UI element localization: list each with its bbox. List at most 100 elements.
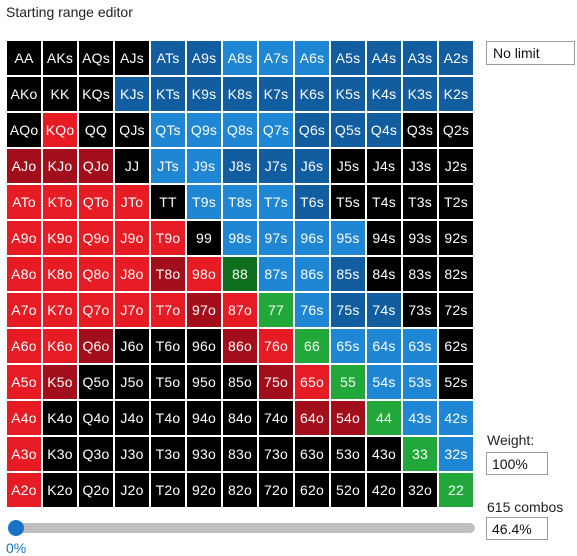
hand-cell-j7s[interactable]: J7s [258, 148, 294, 184]
hand-cell-t3o[interactable]: T3o [150, 436, 186, 472]
hand-cell-t6o[interactable]: T6o [150, 328, 186, 364]
hand-cell-k2s[interactable]: K2s [438, 76, 474, 112]
hand-cell-64o[interactable]: 64o [294, 400, 330, 436]
hand-cell-77[interactable]: 77 [258, 292, 294, 328]
hand-cell-87s[interactable]: 87s [258, 256, 294, 292]
hand-cell-j7o[interactable]: J7o [114, 292, 150, 328]
hand-cell-76o[interactable]: 76o [258, 328, 294, 364]
hand-cell-t4o[interactable]: T4o [150, 400, 186, 436]
hand-cell-62s[interactable]: 62s [438, 328, 474, 364]
hand-cell-63s[interactable]: 63s [402, 328, 438, 364]
hand-cell-83s[interactable]: 83s [402, 256, 438, 292]
hand-cell-k9o[interactable]: K9o [42, 220, 78, 256]
range-percent-input[interactable]: 46.4% [486, 517, 548, 540]
hand-cell-aks[interactable]: AKs [42, 40, 78, 76]
hand-cell-a8s[interactable]: A8s [222, 40, 258, 76]
hand-cell-j5s[interactable]: J5s [330, 148, 366, 184]
hand-cell-82o[interactable]: 82o [222, 472, 258, 508]
hand-cell-j2o[interactable]: J2o [114, 472, 150, 508]
hand-cell-aqs[interactable]: AQs [78, 40, 114, 76]
hand-cell-k2o[interactable]: K2o [42, 472, 78, 508]
hand-cell-t9o[interactable]: T9o [150, 220, 186, 256]
hand-cell-82s[interactable]: 82s [438, 256, 474, 292]
hand-cell-96o[interactable]: 96o [186, 328, 222, 364]
hand-cell-99[interactable]: 99 [186, 220, 222, 256]
hand-cell-44[interactable]: 44 [366, 400, 402, 436]
hand-cell-92o[interactable]: 92o [186, 472, 222, 508]
hand-cell-ato[interactable]: ATo [6, 184, 42, 220]
hand-cell-43s[interactable]: 43s [402, 400, 438, 436]
hand-cell-qq[interactable]: QQ [78, 112, 114, 148]
hand-cell-64s[interactable]: 64s [366, 328, 402, 364]
hand-cell-q5s[interactable]: Q5s [330, 112, 366, 148]
hand-cell-ats[interactable]: ATs [150, 40, 186, 76]
hand-cell-55[interactable]: 55 [330, 364, 366, 400]
hand-cell-a5s[interactable]: A5s [330, 40, 366, 76]
hand-cell-kto[interactable]: KTo [42, 184, 78, 220]
hand-cell-a8o[interactable]: A8o [6, 256, 42, 292]
hand-cell-k6s[interactable]: K6s [294, 76, 330, 112]
hand-cell-tt[interactable]: TT [150, 184, 186, 220]
hand-cell-q5o[interactable]: Q5o [78, 364, 114, 400]
hand-cell-j4o[interactable]: J4o [114, 400, 150, 436]
hand-cell-a4o[interactable]: A4o [6, 400, 42, 436]
hand-cell-t2o[interactable]: T2o [150, 472, 186, 508]
range-slider-thumb[interactable] [8, 520, 24, 536]
hand-cell-43o[interactable]: 43o [366, 436, 402, 472]
hand-cell-72o[interactable]: 72o [258, 472, 294, 508]
hand-cell-32o[interactable]: 32o [402, 472, 438, 508]
hand-cell-a2o[interactable]: A2o [6, 472, 42, 508]
hand-cell-k7s[interactable]: K7s [258, 76, 294, 112]
hand-cell-87o[interactable]: 87o [222, 292, 258, 328]
hand-cell-73s[interactable]: 73s [402, 292, 438, 328]
range-slider-track[interactable] [10, 523, 475, 533]
hand-cell-q8o[interactable]: Q8o [78, 256, 114, 292]
hand-cell-q9o[interactable]: Q9o [78, 220, 114, 256]
hand-cell-88[interactable]: 88 [222, 256, 258, 292]
hand-cell-t3s[interactable]: T3s [402, 184, 438, 220]
hand-cell-a7s[interactable]: A7s [258, 40, 294, 76]
hand-cell-96s[interactable]: 96s [294, 220, 330, 256]
hand-cell-95o[interactable]: 95o [186, 364, 222, 400]
hand-cell-86s[interactable]: 86s [294, 256, 330, 292]
hand-cell-kjs[interactable]: KJs [114, 76, 150, 112]
hand-cell-aa[interactable]: AA [6, 40, 42, 76]
hand-cell-65s[interactable]: 65s [330, 328, 366, 364]
hand-cell-ako[interactable]: AKo [6, 76, 42, 112]
hand-cell-72s[interactable]: 72s [438, 292, 474, 328]
hand-cell-t6s[interactable]: T6s [294, 184, 330, 220]
hand-cell-62o[interactable]: 62o [294, 472, 330, 508]
hand-cell-j5o[interactable]: J5o [114, 364, 150, 400]
hand-cell-q6s[interactable]: Q6s [294, 112, 330, 148]
hand-cell-k5o[interactable]: K5o [42, 364, 78, 400]
hand-cell-94s[interactable]: 94s [366, 220, 402, 256]
hand-cell-92s[interactable]: 92s [438, 220, 474, 256]
hand-cell-t8s[interactable]: T8s [222, 184, 258, 220]
hand-cell-q3o[interactable]: Q3o [78, 436, 114, 472]
hand-cell-ajo[interactable]: AJo [6, 148, 42, 184]
hand-cell-22[interactable]: 22 [438, 472, 474, 508]
hand-cell-kqo[interactable]: KQo [42, 112, 78, 148]
hand-cell-k8o[interactable]: K8o [42, 256, 78, 292]
hand-cell-t4s[interactable]: T4s [366, 184, 402, 220]
hand-cell-63o[interactable]: 63o [294, 436, 330, 472]
hand-cell-54o[interactable]: 54o [330, 400, 366, 436]
hand-cell-j8s[interactable]: J8s [222, 148, 258, 184]
hand-cell-76s[interactable]: 76s [294, 292, 330, 328]
hand-cell-32s[interactable]: 32s [438, 436, 474, 472]
hand-cell-74s[interactable]: 74s [366, 292, 402, 328]
hand-cell-a2s[interactable]: A2s [438, 40, 474, 76]
hand-cell-a6o[interactable]: A6o [6, 328, 42, 364]
hand-cell-k5s[interactable]: K5s [330, 76, 366, 112]
hand-cell-t5o[interactable]: T5o [150, 364, 186, 400]
hand-cell-j6s[interactable]: J6s [294, 148, 330, 184]
hand-cell-k8s[interactable]: K8s [222, 76, 258, 112]
hand-cell-q9s[interactable]: Q9s [186, 112, 222, 148]
hand-cell-85o[interactable]: 85o [222, 364, 258, 400]
hand-cell-a5o[interactable]: A5o [6, 364, 42, 400]
hand-cell-52s[interactable]: 52s [438, 364, 474, 400]
hand-cell-84s[interactable]: 84s [366, 256, 402, 292]
hand-cell-a9s[interactable]: A9s [186, 40, 222, 76]
hand-cell-ajs[interactable]: AJs [114, 40, 150, 76]
hand-cell-q8s[interactable]: Q8s [222, 112, 258, 148]
